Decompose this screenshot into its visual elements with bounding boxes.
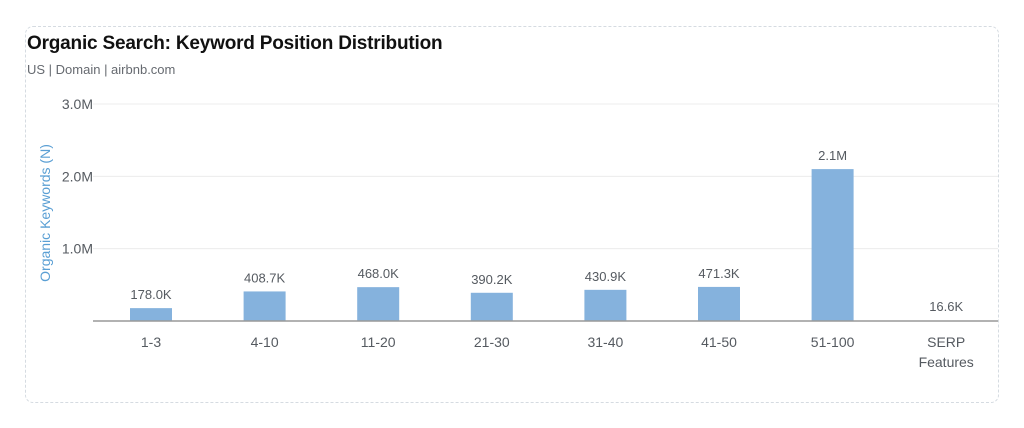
x-category-label: 4-10 [251, 334, 279, 350]
y-axis-ticks: 1.0M 2.0M 3.0M [62, 96, 93, 257]
bar[interactable] [357, 287, 400, 321]
x-category-label: SERP Features [919, 334, 974, 370]
bar[interactable] [584, 289, 627, 321]
x-category-label: 11-20 [361, 334, 396, 350]
bar-value-label: 408.7K [244, 270, 286, 285]
chart-subtitle: US | Domain | airbnb.com [27, 62, 176, 77]
bar-value-label: 468.0K [358, 266, 400, 281]
x-category-label: 1-3 [141, 334, 161, 350]
y-axis-label: Organic Keywords (N) [37, 144, 53, 282]
bar-value-label: 471.3K [698, 266, 740, 281]
bar[interactable] [470, 292, 513, 321]
x-category-label: 41-50 [701, 334, 737, 350]
bar[interactable] [698, 286, 740, 321]
y-tick-label: 2.0M [62, 168, 93, 184]
x-category-label: 21-30 [474, 334, 510, 350]
x-category-label: 31-40 [587, 334, 623, 350]
x-category-label: 51-100 [811, 334, 855, 350]
bar-value-label: 390.2K [471, 272, 513, 287]
bars [130, 169, 854, 321]
y-tick-label: 3.0M [62, 96, 93, 112]
chart-title: Organic Search: Keyword Position Distrib… [27, 33, 443, 54]
bar[interactable] [130, 308, 172, 321]
y-tick-label: 1.0M [62, 241, 93, 257]
value-labels: 178.0K 408.7K 468.0K 390.2K 430.9K 471.3K 2.1M… [130, 148, 963, 314]
bar[interactable] [243, 291, 286, 321]
x-axis-labels: 1-3 4-10 11-20 21-30 31-40 41-50 51-100 SERP Fea… [141, 334, 974, 370]
bar-value-label: 16.6K [929, 299, 963, 314]
bar[interactable] [811, 169, 854, 321]
bar-value-label: 178.0K [130, 287, 172, 302]
bar-value-label: 430.9K [585, 269, 627, 284]
grid-lines [93, 103, 998, 250]
bar-value-label: 2.1M [818, 148, 847, 163]
